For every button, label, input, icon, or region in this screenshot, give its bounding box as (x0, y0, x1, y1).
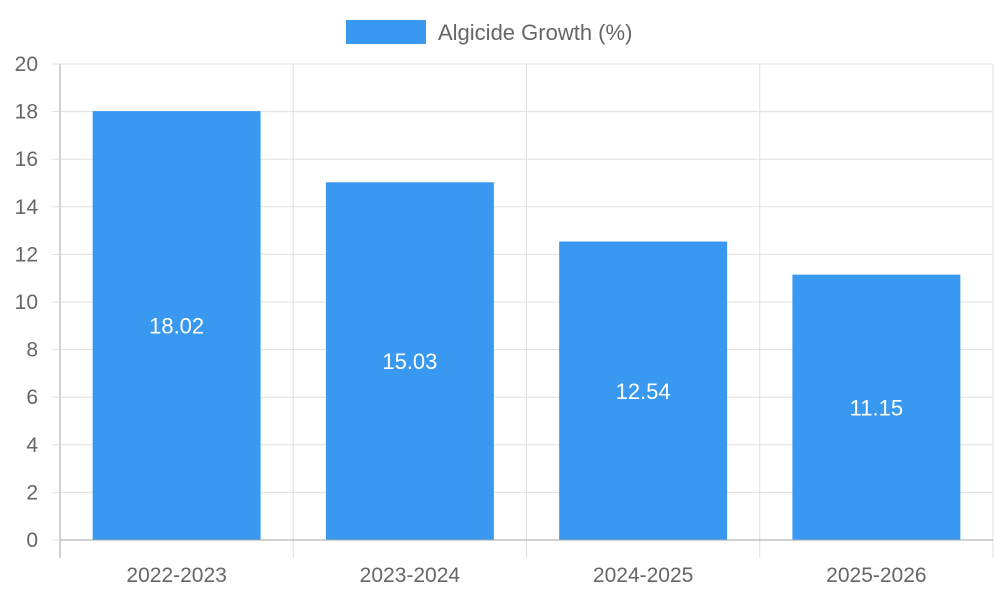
x-tick-label: 2025-2026 (826, 564, 926, 587)
y-tick-label: 14 (15, 196, 39, 219)
bar[interactable] (559, 241, 728, 540)
x-tick-label: 2024-2025 (593, 564, 693, 587)
bar[interactable] (92, 111, 261, 541)
y-tick-label: 6 (26, 386, 38, 409)
axis-layer (52, 63, 993, 541)
y-tick-label: 12 (15, 243, 38, 266)
bar-value-label: 11.15 (850, 395, 903, 420)
y-tick-label: 8 (26, 339, 38, 362)
y-tick-label: 20 (15, 53, 38, 76)
bar-value-label: 12.54 (616, 379, 671, 404)
legend-swatch[interactable] (346, 20, 426, 44)
y-tick-label: 4 (26, 434, 38, 457)
y-tick-label: 16 (15, 148, 38, 171)
x-tick-label: 2022-2023 (126, 564, 226, 587)
bar[interactable] (792, 274, 961, 540)
legend[interactable]: Algicide Growth (%) (346, 20, 632, 45)
legend-label[interactable]: Algicide Growth (%) (438, 20, 632, 45)
y-tick-label: 10 (15, 291, 38, 314)
bar[interactable] (325, 182, 494, 540)
bar-value-label: 18.02 (149, 314, 204, 339)
y-tick-label: 0 (26, 529, 38, 552)
y-tick-label: 18 (15, 101, 38, 124)
bars-layer (92, 111, 961, 541)
labels-layer: 0 2 4 6 8 10 12 14 16 18 20 18.02 2022-2023 15.03 2023… (15, 53, 927, 587)
x-tick-label: 2023-2024 (360, 564, 461, 587)
bar-value-label: 15.03 (382, 349, 437, 374)
y-tick-label: 2 (26, 481, 38, 504)
